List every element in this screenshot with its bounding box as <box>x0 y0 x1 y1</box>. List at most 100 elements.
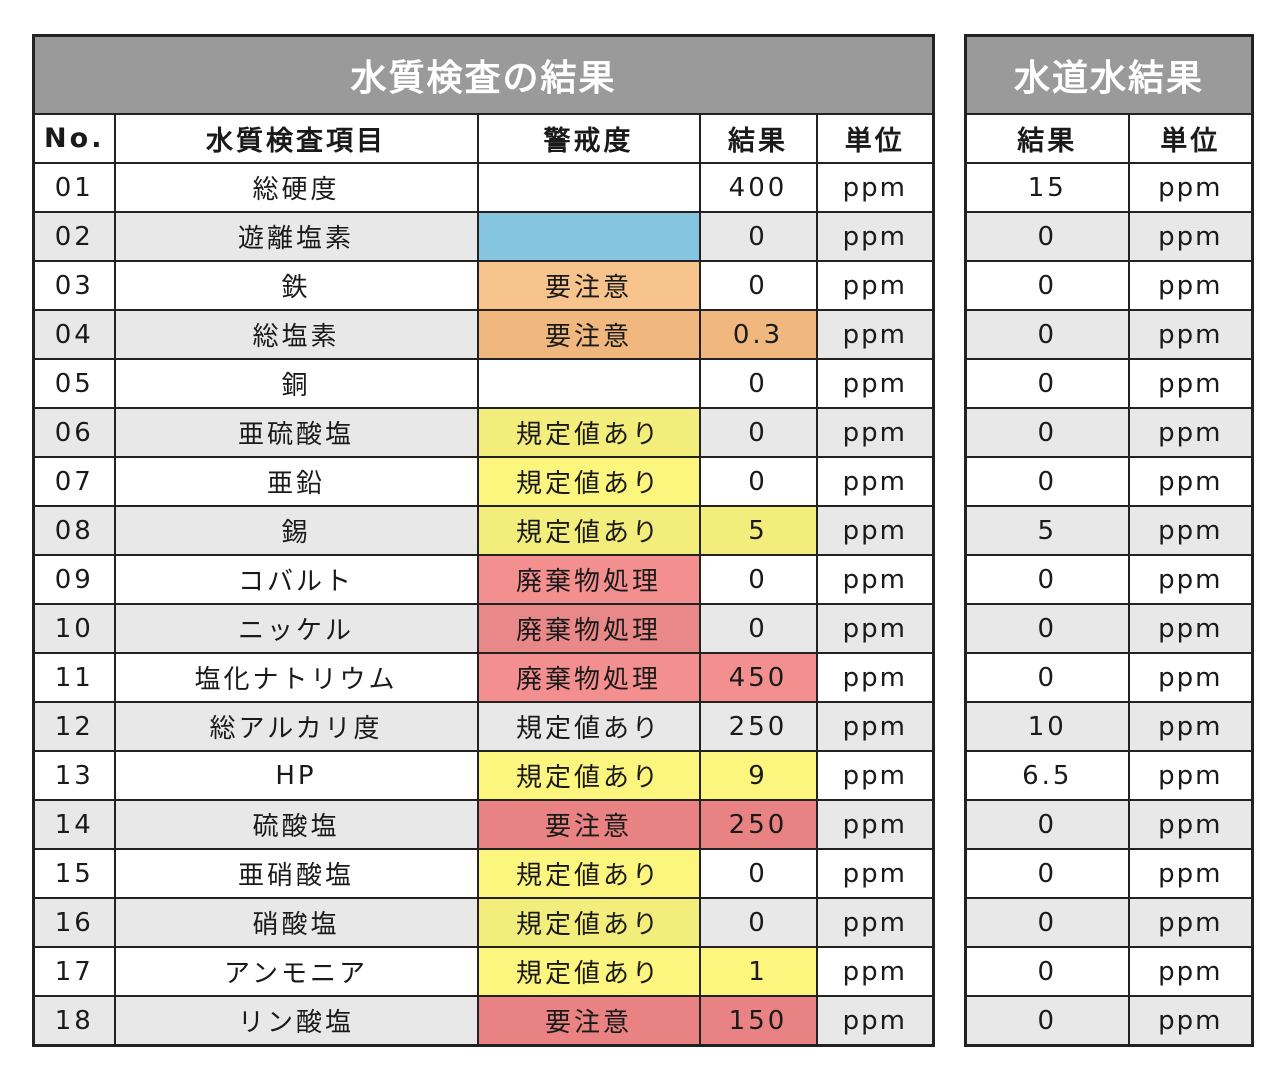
unit-cell: ppm <box>815 848 935 899</box>
warning-cell: 規定値あり <box>476 456 701 507</box>
table-row: 15 ppm <box>964 162 1254 213</box>
number-cell: 04 <box>32 309 116 360</box>
unit-cell: ppm <box>1127 946 1254 997</box>
warning-cell: 要注意 <box>476 309 701 360</box>
result-cell: 0 <box>698 407 818 458</box>
unit-cell: ppm <box>815 162 935 213</box>
warning-cell: 規定値あり <box>476 897 701 948</box>
result-cell: 150 <box>698 995 818 1047</box>
table-row: 05 銅 0 ppm <box>32 358 935 409</box>
unit-cell: ppm <box>815 211 935 262</box>
unit-cell: ppm <box>815 407 935 458</box>
table-row: 01 総硬度 400 ppm <box>32 162 935 213</box>
unit-cell: ppm <box>1127 309 1254 360</box>
item-cell: 錫 <box>113 505 479 556</box>
number-cell: 06 <box>32 407 116 458</box>
warning-cell: 規定値あり <box>476 750 701 801</box>
table-row: 02 遊離塩素 0 ppm <box>32 211 935 262</box>
item-cell: 総アルカリ度 <box>113 701 479 752</box>
table-row: 16 硝酸塩 規定値あり 0 ppm <box>32 897 935 948</box>
number-cell: 15 <box>32 848 116 899</box>
number-cell: 09 <box>32 554 116 605</box>
item-cell: 亜硝酸塩 <box>113 848 479 899</box>
table-row: 06 亜硫酸塩 規定値あり 0 ppm <box>32 407 935 458</box>
table-row: 14 硫酸塩 要注意 250 ppm <box>32 799 935 850</box>
number-cell: 01 <box>32 162 116 213</box>
item-cell: 塩化ナトリウム <box>113 652 479 703</box>
column-header: 結果 <box>698 113 818 164</box>
warning-cell: 規定値あり <box>476 848 701 899</box>
result-cell: 9 <box>698 750 818 801</box>
unit-cell: ppm <box>815 750 935 801</box>
result-cell: 0 <box>964 652 1130 703</box>
unit-cell: ppm <box>815 701 935 752</box>
table-row: 0 ppm <box>964 211 1254 262</box>
column-header: 警戒度 <box>476 113 701 164</box>
unit-cell: ppm <box>1127 652 1254 703</box>
warning-cell: 廃棄物処理 <box>476 554 701 605</box>
table-row: 0 ppm <box>964 799 1254 850</box>
unit-cell: ppm <box>1127 603 1254 654</box>
unit-cell: ppm <box>1127 358 1254 409</box>
unit-cell: ppm <box>815 309 935 360</box>
result-cell: 6.5 <box>964 750 1130 801</box>
item-cell: ニッケル <box>113 603 479 654</box>
result-cell: 0 <box>698 603 818 654</box>
table-title: 水道水結果 <box>964 34 1254 115</box>
column-header: No. <box>32 113 116 164</box>
result-cell: 5 <box>964 505 1130 556</box>
number-cell: 17 <box>32 946 116 997</box>
number-cell: 10 <box>32 603 116 654</box>
table-row: 0 ppm <box>964 897 1254 948</box>
unit-cell: ppm <box>1127 456 1254 507</box>
item-cell: 鉄 <box>113 260 479 311</box>
number-cell: 02 <box>32 211 116 262</box>
column-header: 水質検査項目 <box>113 113 479 164</box>
result-cell: 0 <box>698 260 818 311</box>
item-cell: アンモニア <box>113 946 479 997</box>
result-cell: 0 <box>964 407 1130 458</box>
unit-cell: ppm <box>1127 995 1254 1047</box>
result-cell: 15 <box>964 162 1130 213</box>
tap-water-table: 水道水結果 結果 単位 15 ppm 0 ppm 0 ppm 0 ppm 0 ppm 0 ppm 0 ppm… <box>964 34 1255 1047</box>
result-cell: 0.3 <box>698 309 818 360</box>
table-row: 0 ppm <box>964 309 1254 360</box>
unit-cell: ppm <box>1127 897 1254 948</box>
number-cell: 05 <box>32 358 116 409</box>
water-test-table: 水質検査の結果 No. 水質検査項目 警戒度 結果 単位 01 総硬度 400 ppm 02 遊離… <box>32 34 936 1047</box>
table-row: 15 亜硝酸塩 規定値あり 0 ppm <box>32 848 935 899</box>
unit-cell: ppm <box>1127 505 1254 556</box>
unit-cell: ppm <box>1127 211 1254 262</box>
unit-cell: ppm <box>1127 750 1254 801</box>
result-cell: 5 <box>698 505 818 556</box>
unit-cell: ppm <box>815 946 935 997</box>
warning-cell <box>476 162 701 213</box>
warning-cell: 規定値あり <box>476 946 701 997</box>
result-cell: 0 <box>964 358 1130 409</box>
table-row: 6.5 ppm <box>964 750 1254 801</box>
result-cell: 0 <box>964 456 1130 507</box>
warning-cell: 規定値あり <box>476 407 701 458</box>
number-cell: 18 <box>32 995 116 1047</box>
number-cell: 08 <box>32 505 116 556</box>
warning-cell: 廃棄物処理 <box>476 603 701 654</box>
table-row: 11 塩化ナトリウム 廃棄物処理 450 ppm <box>32 652 935 703</box>
unit-cell: ppm <box>815 260 935 311</box>
item-cell: 遊離塩素 <box>113 211 479 262</box>
warning-cell: 廃棄物処理 <box>476 652 701 703</box>
table-row: 10 ニッケル 廃棄物処理 0 ppm <box>32 603 935 654</box>
result-cell: 0 <box>698 848 818 899</box>
table-row: 0 ppm <box>964 554 1254 605</box>
item-cell: リン酸塩 <box>113 995 479 1047</box>
result-cell: 450 <box>698 652 818 703</box>
column-header: 単位 <box>1127 113 1254 164</box>
result-cell: 0 <box>698 554 818 605</box>
item-cell: HP <box>113 750 479 801</box>
unit-cell: ppm <box>815 554 935 605</box>
result-cell: 0 <box>964 848 1130 899</box>
result-cell: 0 <box>698 456 818 507</box>
result-cell: 0 <box>964 799 1130 850</box>
unit-cell: ppm <box>815 897 935 948</box>
unit-cell: ppm <box>815 358 935 409</box>
